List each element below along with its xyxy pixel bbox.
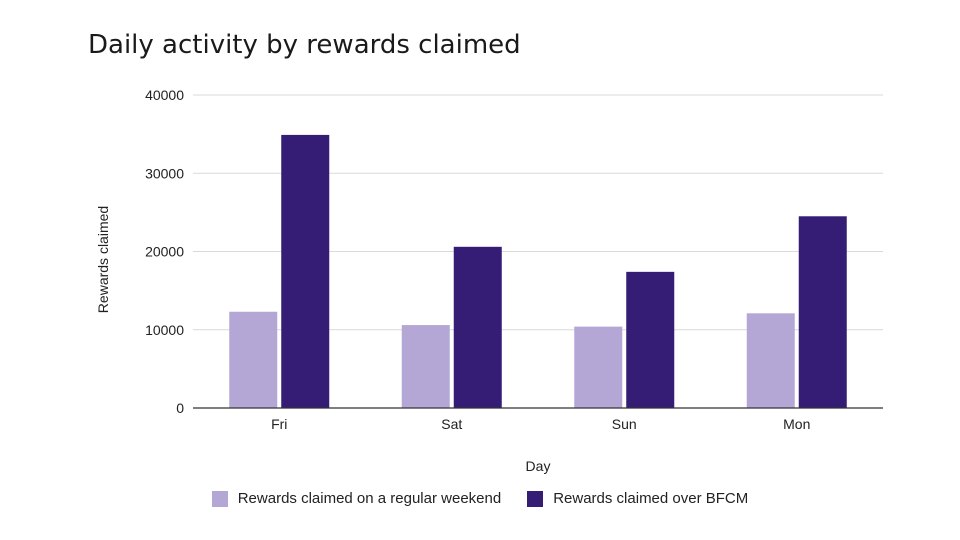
x-tick-label: Fri	[271, 416, 287, 432]
bar-mon-series-0	[746, 313, 795, 408]
bar-sun-series-0	[574, 326, 623, 408]
y-tick-label: 0	[176, 400, 184, 416]
bar-fri-series-0	[229, 311, 278, 408]
y-tick-label: 40000	[145, 87, 184, 103]
legend-item-regular-weekend: Rewards claimed on a regular weekend	[211, 490, 502, 507]
x-axis-title: Day	[526, 458, 551, 474]
legend-swatch-bfcm	[527, 490, 544, 507]
x-tick-labels: Fri Sat Sun Mon	[271, 416, 810, 432]
y-tick-label: 30000	[145, 165, 184, 181]
bar-sun-series-1	[626, 271, 675, 408]
chart-title: Daily activity by rewards claimed	[88, 30, 521, 60]
legend: Rewards claimed on a regular weekend Rew…	[0, 490, 960, 507]
legend-label-regular-weekend: Rewards claimed on a regular weekend	[237, 490, 502, 507]
bar-sat-series-0	[401, 325, 450, 408]
legend-swatch-regular-weekend	[211, 490, 228, 507]
x-tick-label: Sat	[441, 416, 462, 432]
bars	[229, 134, 847, 408]
bar-sat-series-1	[453, 246, 502, 408]
bar-fri-series-1	[281, 134, 330, 408]
legend-item-bfcm: Rewards claimed over BFCM	[527, 490, 748, 507]
y-tick-label: 20000	[145, 244, 184, 260]
x-tick-label: Sun	[612, 416, 637, 432]
bar-mon-series-1	[798, 216, 847, 408]
y-tick-label: 10000	[145, 322, 184, 338]
y-tick-labels: 0 10000 20000 30000 40000	[145, 87, 184, 416]
y-axis-title: Rewards claimed	[95, 206, 111, 313]
x-tick-label: Mon	[783, 416, 810, 432]
legend-label-bfcm: Rewards claimed over BFCM	[553, 490, 749, 507]
